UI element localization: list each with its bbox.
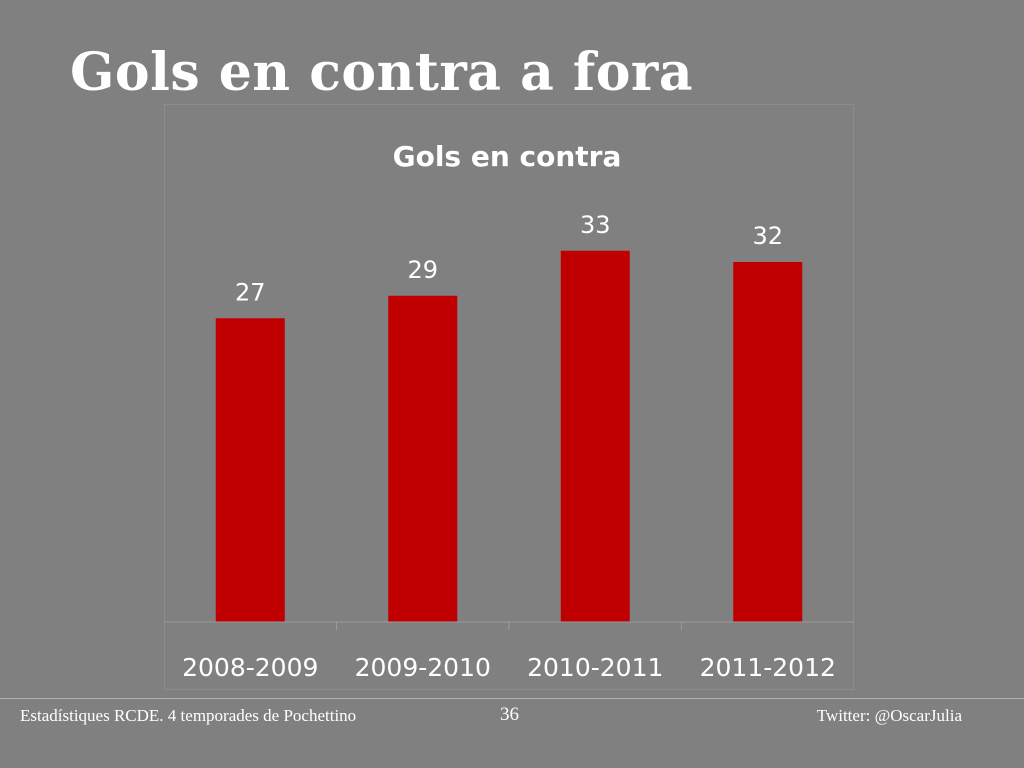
bar-chart: Gols en contra 27 29 33 32 2008-2009 2009-20… xyxy=(164,104,854,690)
footer-source: Estadístiques RCDE. 4 temporades de Poch… xyxy=(20,706,357,725)
slide-title: Gols en contra a fora xyxy=(70,42,694,103)
bar-2011-2012 xyxy=(733,262,803,622)
bar-2010-2011 xyxy=(560,250,630,622)
x-tick-label-2008-2009: 2008-2009 xyxy=(182,653,318,682)
chart-title: Gols en contra xyxy=(393,140,622,173)
x-tick-label-2011-2012: 2011-2012 xyxy=(700,653,836,682)
data-label-2008-2009: 27 xyxy=(235,278,266,306)
x-tick-label-2010-2011: 2010-2011 xyxy=(527,653,663,682)
footer-twitter: Twitter: @OscarJulia xyxy=(816,706,962,725)
bar-2009-2010 xyxy=(388,295,458,622)
data-label-2011-2012: 32 xyxy=(752,222,783,250)
bar-2008-2009 xyxy=(215,318,285,622)
footer-divider xyxy=(0,698,1024,699)
data-label-2009-2010: 29 xyxy=(407,256,438,284)
x-tick-label-2009-2010: 2009-2010 xyxy=(355,653,491,682)
data-label-2010-2011: 33 xyxy=(580,211,611,239)
page-number: 36 xyxy=(500,704,519,725)
